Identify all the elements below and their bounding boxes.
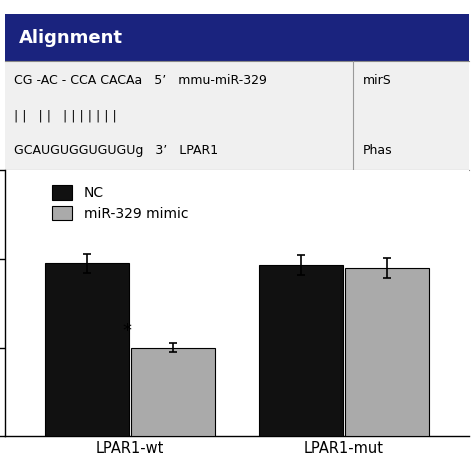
Bar <box>345 268 428 436</box>
FancyBboxPatch shape <box>5 14 469 61</box>
Bar <box>259 265 343 436</box>
Text: GCAUGUGGUGUGUg   3’   LPAR1: GCAUGUGGUGUGUg 3’ LPAR1 <box>14 144 218 157</box>
Text: Alignment: Alignment <box>18 28 123 46</box>
Text: CG -AC - CCA CACAa   5’   mmu-miR-329: CG -AC - CCA CACAa 5’ mmu-miR-329 <box>14 74 267 87</box>
Text: mirS: mirS <box>363 74 391 87</box>
Bar <box>46 264 129 436</box>
Text: *: * <box>123 321 132 339</box>
Text: Phas: Phas <box>363 144 392 157</box>
Legend: NC, miR-329 mimic: NC, miR-329 mimic <box>49 182 191 223</box>
Bar <box>131 347 215 436</box>
FancyBboxPatch shape <box>5 61 469 171</box>
Text: | |   | |   | | | | | | |: | | | | | | | | | | | <box>14 109 117 122</box>
FancyBboxPatch shape <box>5 14 469 171</box>
